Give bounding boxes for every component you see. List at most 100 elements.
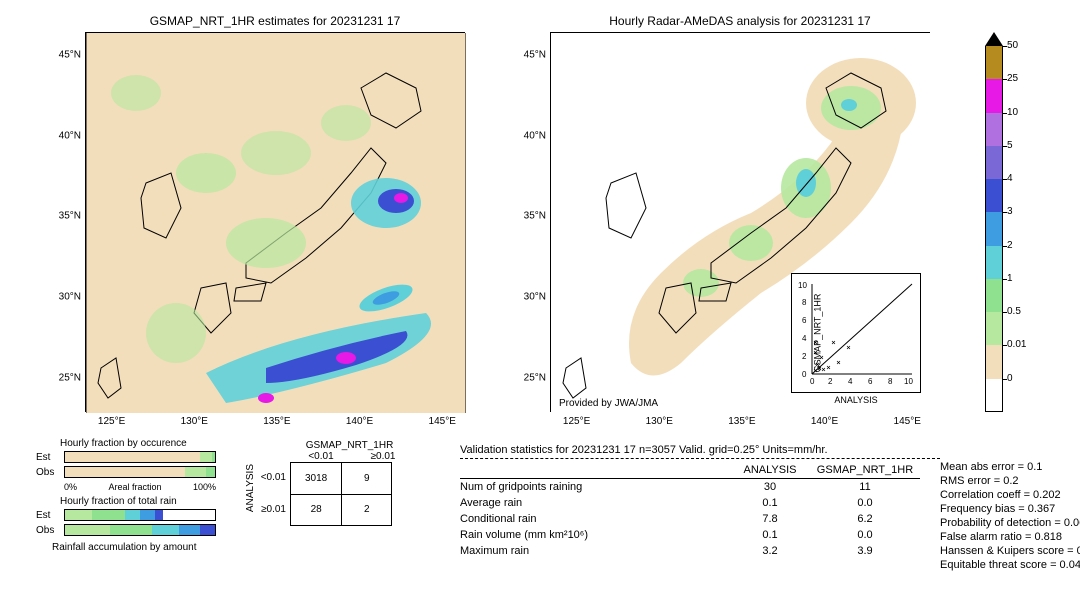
- hbar-occurrence-title: Hourly fraction by occurence: [60, 438, 187, 449]
- contingency-block: GSMAP_NRT_1HR ANALYSIS <0.01 ≥0.01 <0.01…: [245, 440, 414, 526]
- colorbar-tick: 0.5: [1007, 306, 1021, 317]
- hbar-segment: [92, 510, 125, 520]
- colorbar-tick: 0: [1007, 373, 1013, 384]
- colorbar-segment: [985, 212, 1003, 245]
- validation-v2: 11: [810, 481, 920, 493]
- validation-v1: 0.1: [730, 529, 810, 541]
- colorbar-segment: [985, 279, 1003, 312]
- hbar-totalrain-title: Hourly fraction of total rain: [60, 496, 177, 507]
- svg-text:2: 2: [802, 352, 807, 361]
- hbar-row: Est: [36, 508, 216, 522]
- validation-v1: 0.1: [730, 497, 810, 509]
- stat-line: Correlation coeff = 0.202: [940, 488, 1080, 502]
- hbar-xmax: 100%: [193, 482, 216, 492]
- hbar-track: [64, 509, 216, 521]
- map-right: Provided by JWA/JMA 024 6810 024 6810: [550, 32, 930, 412]
- scatter-xlabel: ANALYSIS: [792, 395, 920, 405]
- map-ytick: 30°N: [47, 292, 81, 303]
- stat-line: Hanssen & Kuipers score = 0.064: [940, 544, 1080, 558]
- map-left: [85, 32, 465, 412]
- colorbar-tick: 3: [1007, 206, 1013, 217]
- hbar-segment: [200, 452, 212, 462]
- validation-v1: 7.8: [730, 513, 810, 525]
- ctable-cell: 28: [291, 494, 342, 526]
- hbar-segment: [110, 525, 152, 535]
- ctable-row-ge: ≥0.01: [260, 494, 286, 526]
- hbar-segment: [179, 525, 200, 535]
- map-xtick: 130°E: [646, 416, 673, 427]
- validation-row: Num of gridpoints raining3011: [460, 479, 920, 495]
- hbar-label: Obs: [36, 525, 64, 536]
- validation-col1: ANALYSIS: [730, 464, 810, 476]
- colorbar-tick: 4: [1007, 173, 1013, 184]
- colorbar-segment: [985, 146, 1003, 179]
- svg-text:4: 4: [848, 377, 853, 386]
- svg-text:2: 2: [828, 377, 833, 386]
- colorbar-tick: 10: [1007, 107, 1018, 118]
- colorbar-tick: 2: [1007, 240, 1013, 251]
- map-ytick: 35°N: [512, 211, 546, 222]
- validation-col2: GSMAP_NRT_1HR: [810, 464, 920, 476]
- hbar-label: Est: [36, 452, 64, 463]
- svg-text:0: 0: [810, 377, 815, 386]
- validation-v2: 3.9: [810, 545, 920, 557]
- map-left-title: GSMAP_NRT_1HR estimates for 20231231 17: [85, 14, 465, 28]
- stat-line: Probability of detection = 0.067: [940, 516, 1080, 530]
- map-ytick: 25°N: [47, 372, 81, 383]
- svg-text:6: 6: [802, 316, 807, 325]
- validation-row: Average rain0.10.0: [460, 495, 920, 511]
- validation-v2: 0.0: [810, 529, 920, 541]
- hbar-totalrain: Est Obs: [36, 508, 216, 538]
- hbar-segment: [185, 467, 206, 477]
- colorbar-tick: 25: [1007, 73, 1018, 84]
- svg-text:4: 4: [802, 334, 807, 343]
- hbar-segment: [200, 525, 215, 535]
- colorbar-segment: [985, 379, 1003, 412]
- validation-label: Maximum rain: [460, 545, 730, 557]
- hbar-accum-title: Rainfall accumulation by amount: [52, 542, 197, 553]
- svg-text:10: 10: [798, 281, 807, 290]
- map-xtick: 145°E: [894, 416, 921, 427]
- ctable-row-header: ANALYSIS: [245, 464, 256, 512]
- hbar-track: [64, 524, 216, 536]
- svg-text:10: 10: [904, 377, 913, 386]
- colorbar-tick: 5: [1007, 140, 1013, 151]
- hbar-segment: [65, 525, 110, 535]
- colorbar-tick: 1: [1007, 273, 1013, 284]
- hbar-track: [64, 451, 216, 463]
- map-ytick: 35°N: [47, 211, 81, 222]
- map-xtick: 140°E: [811, 416, 838, 427]
- colorbar-tick: 50: [1007, 40, 1018, 51]
- colorbar-segment: [985, 113, 1003, 146]
- validation-row: Maximum rain3.23.9: [460, 543, 920, 559]
- map-xtick: 125°E: [563, 416, 590, 427]
- ctable-row-lt: <0.01: [260, 462, 286, 494]
- map-ytick: 45°N: [47, 49, 81, 60]
- hbar-row: Obs: [36, 523, 216, 537]
- ctable-col-ge: ≥0.01: [352, 451, 414, 462]
- validation-label: Num of gridpoints raining: [460, 481, 730, 493]
- stat-line: Frequency bias = 0.367: [940, 502, 1080, 516]
- provider-text: Provided by JWA/JMA: [559, 398, 658, 409]
- hbar-segment: [65, 510, 92, 520]
- hbar-segment: [163, 510, 216, 520]
- colorbar-segment: [985, 246, 1003, 279]
- hbar-segment: [155, 510, 163, 520]
- map-xtick: 125°E: [98, 416, 125, 427]
- stat-line: Mean abs error = 0.1: [940, 460, 1080, 474]
- hbar-row: Est: [36, 450, 216, 464]
- map-xtick: 140°E: [346, 416, 373, 427]
- hbar-row: Obs: [36, 465, 216, 479]
- hbar-segment: [206, 467, 215, 477]
- ctable-cell: 9: [342, 463, 392, 495]
- map-ytick: 40°N: [512, 130, 546, 141]
- validation-row: Rain volume (mm km²10⁶)0.10.0: [460, 527, 920, 543]
- ctable-cell: 2: [342, 494, 392, 526]
- map-ytick: 45°N: [512, 49, 546, 60]
- validation-label: Conditional rain: [460, 513, 730, 525]
- validation-label: Rain volume (mm km²10⁶): [460, 529, 730, 541]
- hbar-segment: [212, 452, 215, 462]
- stat-line: Equitable threat score = 0.049: [940, 558, 1080, 572]
- validation-v2: 6.2: [810, 513, 920, 525]
- svg-text:6: 6: [868, 377, 873, 386]
